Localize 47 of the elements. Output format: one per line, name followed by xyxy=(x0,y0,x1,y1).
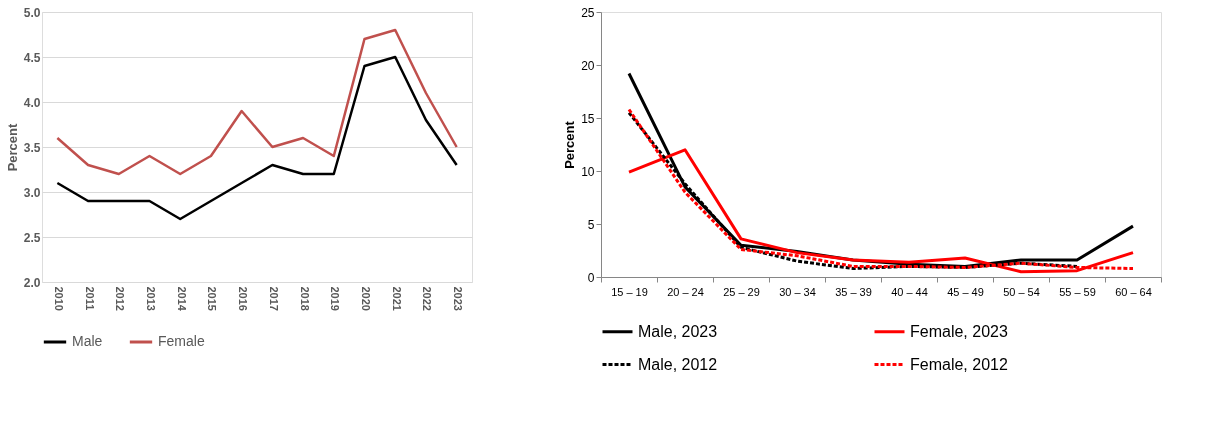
x-tick-label: 2012 xyxy=(114,286,127,311)
y-axis-title: Percent xyxy=(562,120,578,169)
y-tick-label: 2.5 xyxy=(23,230,41,245)
y-tick-label: 2.0 xyxy=(23,275,41,290)
x-tick-label: 25 – 29 xyxy=(723,285,760,298)
x-tick-label: 2013 xyxy=(145,286,157,311)
y-tick-label: 3.0 xyxy=(23,185,41,200)
x-tick-label: 60 – 64 xyxy=(1115,285,1152,298)
x-tick-label: 2016 xyxy=(237,286,250,311)
y-tick-label: 3.5 xyxy=(23,140,41,155)
line-series xyxy=(56,55,458,221)
x-tick-label: 55 – 59 xyxy=(1059,285,1096,298)
x-tick-label: 45 – 49 xyxy=(947,285,984,298)
line-series xyxy=(56,28,458,176)
legend-label: Female, 2012 xyxy=(910,355,1008,373)
x-tick-label: 2021 xyxy=(390,286,403,311)
y-tick-label: 5 xyxy=(587,217,595,232)
x-tick-label: 20 – 24 xyxy=(667,285,704,298)
y-tick-label: 10 xyxy=(581,164,595,179)
x-tick-label: 2020 xyxy=(360,286,372,311)
y-tick-label: 4.0 xyxy=(23,95,41,110)
y-tick-label: 4.5 xyxy=(23,50,41,65)
x-tick-label: 15 – 19 xyxy=(611,285,648,298)
x-tick-label: 40 – 44 xyxy=(891,285,928,298)
x-tick-label: 2015 xyxy=(206,286,219,311)
x-tick-label: 50 – 54 xyxy=(1003,285,1040,298)
x-tick-label: 2018 xyxy=(298,286,311,311)
x-tick-label: 2014 xyxy=(175,286,188,312)
legend-label: Male, 2012 xyxy=(638,355,718,373)
x-tick-label: 2022 xyxy=(421,286,434,311)
y-tick-label: 15 xyxy=(581,111,595,126)
x-tick-label: 30 – 34 xyxy=(779,285,816,298)
legend-label: Male xyxy=(72,333,103,349)
y-tick-label: 25 xyxy=(581,5,595,20)
x-tick-label: 2023 xyxy=(452,286,465,311)
legend-label: Female xyxy=(158,333,205,349)
y-axis-title: Percent xyxy=(4,122,20,172)
x-tick-label: 2019 xyxy=(329,286,342,311)
y-tick-label: 5.0 xyxy=(23,5,41,20)
x-tick-label: 2017 xyxy=(267,286,280,311)
legend-label: Male, 2023 xyxy=(638,322,718,340)
x-tick-label: 2011 xyxy=(83,286,96,311)
x-tick-label: 2010 xyxy=(52,286,65,311)
legend-label: Female, 2023 xyxy=(910,322,1008,340)
y-tick-label: 20 xyxy=(581,58,595,73)
x-tick-label: 35 – 39 xyxy=(835,285,872,298)
y-tick-label: 0 xyxy=(587,270,595,285)
